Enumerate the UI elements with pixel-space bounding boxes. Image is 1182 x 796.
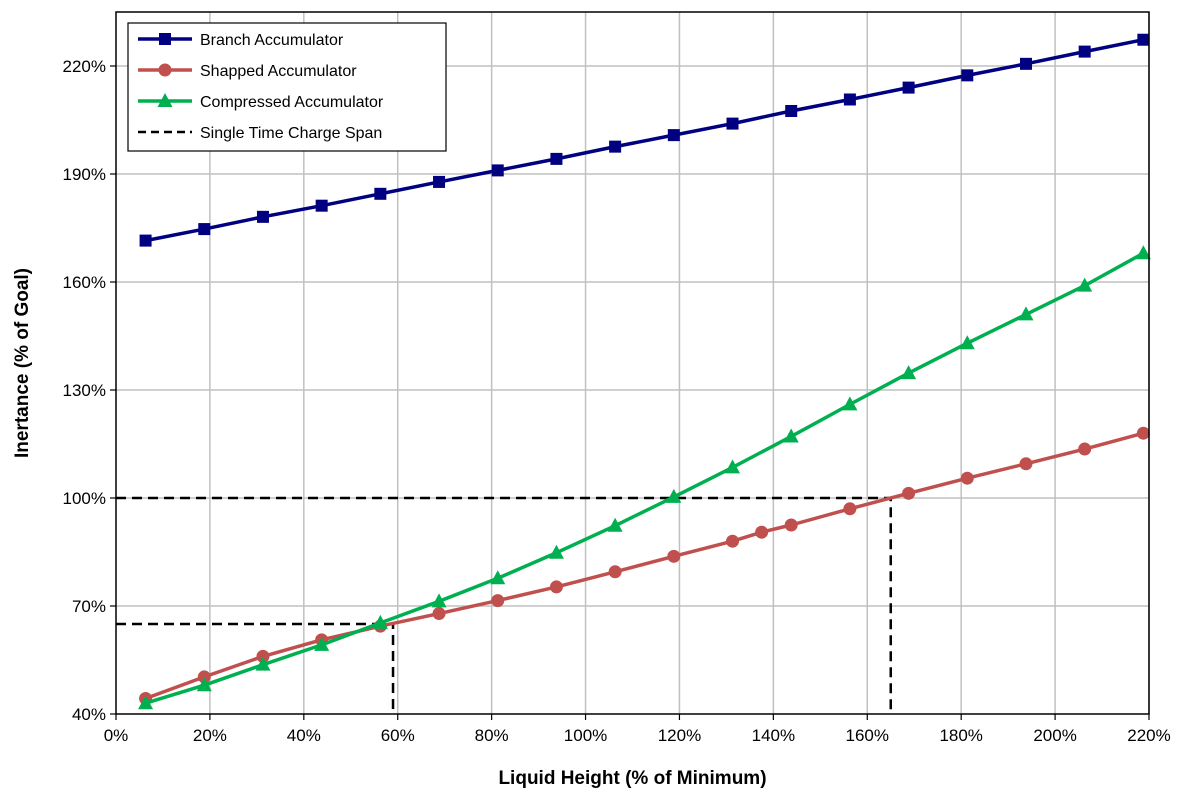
x-tick-label: 60% — [381, 726, 415, 745]
legend-marker — [157, 93, 173, 107]
compressed-accumulator-point — [901, 365, 917, 380]
compressed-accumulator-series — [138, 245, 1151, 710]
shapped-accumulator-point — [960, 471, 974, 485]
y-tick-label: 160% — [63, 273, 106, 292]
x-tick-label: 100% — [564, 726, 607, 745]
legend-label: Single Time Charge Span — [200, 125, 382, 142]
series-layer — [138, 33, 1151, 710]
shapped-accumulator-point — [1136, 426, 1150, 440]
y-axis-title: Inertance (% of Goal) — [12, 268, 33, 458]
compressed-accumulator-point — [1135, 245, 1151, 260]
compressed-accumulator-point — [490, 570, 506, 585]
y-tick-label: 220% — [63, 57, 106, 76]
legend-marker — [158, 63, 172, 77]
branch-accumulator-point — [433, 175, 446, 188]
x-tick-label: 140% — [752, 726, 795, 745]
branch-accumulator-point — [198, 223, 211, 236]
branch-accumulator-point — [843, 93, 856, 106]
legend-box — [127, 22, 447, 152]
x-tick-label: 40% — [287, 726, 321, 745]
compressed-accumulator-point — [314, 636, 330, 651]
shapped-accumulator-point — [256, 649, 270, 663]
branch-accumulator-point — [550, 152, 563, 165]
legend-item-compressed-accumulator: Compressed Accumulator — [138, 93, 384, 111]
branch-accumulator-line — [145, 38, 1144, 243]
plot-area-border — [115, 11, 1150, 715]
x-tick-label: 180% — [939, 726, 982, 745]
y-tick-label: 130% — [63, 381, 106, 400]
shapped-accumulator-point — [197, 670, 211, 684]
y-tick-label: 100% — [63, 489, 106, 508]
shapped-accumulator-point — [608, 565, 622, 579]
legend: Branch Accumulator Shapped Accumulator Com… — [127, 22, 447, 152]
shapped-accumulator-point — [843, 502, 857, 516]
branch-accumulator-point — [726, 117, 739, 130]
compressed-accumulator-point — [196, 677, 212, 692]
branch-accumulator-point — [256, 210, 269, 223]
branch-accumulator-point — [315, 199, 328, 212]
branch-accumulator-point — [139, 234, 152, 247]
legend-label: Branch Accumulator — [200, 32, 344, 49]
compressed-accumulator-point — [607, 517, 623, 532]
compressed-accumulator-point — [725, 459, 741, 474]
compressed-accumulator-point — [138, 695, 154, 710]
branch-accumulator-point — [1137, 33, 1150, 46]
branch-accumulator-point — [902, 81, 915, 94]
x-tick-label: 200% — [1033, 726, 1076, 745]
y-axis-ticks: 40% 70% 100% 130% 160% 190% 220% — [63, 57, 116, 724]
shapped-accumulator-point — [1019, 457, 1033, 471]
shapped-accumulator-point — [755, 525, 769, 539]
shapped-accumulator-point — [726, 534, 740, 548]
branch-accumulator-point — [491, 164, 504, 177]
branch-accumulator-point — [1078, 45, 1091, 58]
compressed-accumulator-point — [783, 428, 799, 443]
x-tick-label: 160% — [846, 726, 889, 745]
compressed-accumulator-point — [666, 488, 682, 503]
shapped-accumulator-point — [432, 607, 446, 621]
branch-accumulator-point — [667, 129, 680, 142]
compressed-accumulator-point — [255, 656, 271, 671]
legend-label: Compressed Accumulator — [200, 94, 384, 111]
x-tick-label: 120% — [658, 726, 701, 745]
y-tick-label: 70% — [72, 597, 106, 616]
compressed-accumulator-point — [959, 335, 975, 350]
legend-item-shapped-accumulator: Shapped Accumulator — [138, 63, 357, 80]
x-axis-title: Liquid Height (% of Minimum) — [498, 768, 766, 789]
x-tick-label: 80% — [475, 726, 509, 745]
shapped-accumulator-point — [549, 580, 563, 594]
x-tick-label: 20% — [193, 726, 227, 745]
branch-accumulator-point — [785, 105, 798, 117]
compressed-accumulator-point — [431, 593, 447, 608]
shapped-accumulator-point — [667, 549, 681, 563]
x-axis-ticks: 0% 20% 40% 60% 80% 100% 120% 140% 160% 180% 200% 22… — [104, 714, 1171, 745]
branch-accumulator-point — [961, 69, 974, 82]
shapped-accumulator-point — [1078, 442, 1092, 456]
shapped-accumulator-point — [491, 594, 505, 608]
x-tick-label: 220% — [1127, 726, 1170, 745]
legend-marker — [159, 33, 171, 45]
compressed-accumulator-point — [1018, 306, 1034, 321]
compressed-accumulator-point — [372, 614, 388, 629]
compressed-accumulator-point — [548, 544, 564, 559]
y-tick-label: 40% — [72, 705, 106, 724]
legend-label: Shapped Accumulator — [200, 63, 357, 80]
compressed-accumulator-line — [145, 251, 1145, 705]
branch-accumulator-point — [609, 140, 622, 153]
x-tick-label: 0% — [104, 726, 129, 745]
y-tick-label: 190% — [63, 165, 106, 184]
legend-item-single-time-charge-span: Single Time Charge Span — [138, 125, 382, 142]
branch-accumulator-point — [374, 187, 387, 200]
legend-item-branch-accumulator: Branch Accumulator — [138, 32, 344, 49]
branch-accumulator-series — [139, 33, 1150, 247]
compressed-accumulator-point — [842, 396, 858, 411]
branch-accumulator-point — [1019, 57, 1032, 70]
compressed-accumulator-point — [1077, 277, 1093, 292]
shapped-accumulator-point — [784, 518, 798, 532]
shapped-accumulator-point — [902, 486, 916, 500]
